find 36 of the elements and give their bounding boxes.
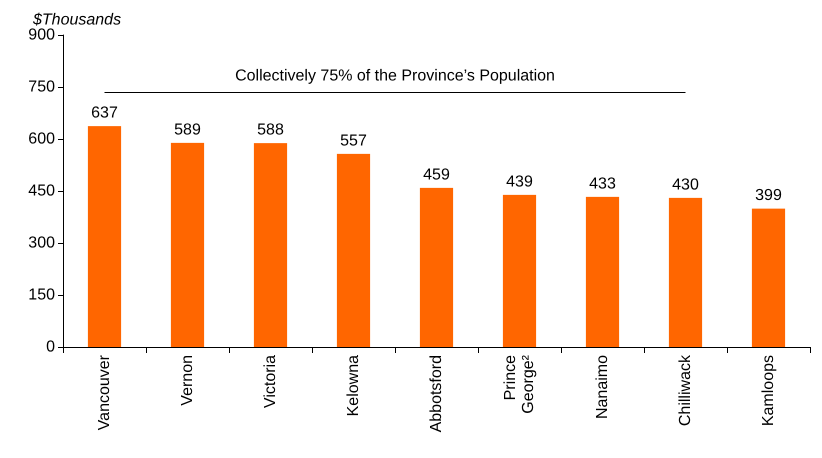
bar (254, 143, 288, 347)
y-axis-title: $Thousands (32, 12, 122, 28)
x-tick-label: Prince George² (502, 354, 537, 414)
x-tick-label: Chilliwack (677, 354, 694, 426)
bar (336, 154, 370, 347)
y-tick-label: 600 (28, 130, 56, 148)
bar (88, 126, 122, 347)
data-label: 433 (589, 175, 616, 192)
x-tick-label: Vernon (179, 355, 196, 406)
bar (502, 194, 536, 347)
x-tick-label: Nanaimo (594, 354, 611, 420)
data-label: 637 (91, 104, 118, 122)
bar (170, 142, 204, 347)
bar (668, 198, 702, 347)
x-tick-label: Kelowna (345, 354, 362, 416)
y-tick-label: 0 (46, 338, 56, 356)
x-tick-label: Abbotsford (428, 355, 445, 432)
bar (586, 196, 620, 347)
x-tick-label: Victoria (262, 354, 279, 408)
y-tick-label: 750 (28, 78, 56, 96)
data-label: 430 (672, 176, 699, 194)
bar (420, 188, 454, 347)
x-tick-label: Kamloops (760, 355, 777, 426)
y-tick-label: 900 (28, 26, 56, 44)
data-label: 399 (755, 187, 782, 204)
x-tick-label: Vancouver (96, 354, 113, 430)
data-label: 588 (257, 122, 284, 139)
data-label: 557 (340, 132, 367, 150)
y-tick-label: 300 (28, 234, 56, 252)
bar (752, 208, 786, 347)
ref-line-label: Collectively 75% of the Province’s Population (235, 68, 555, 85)
data-label: 589 (174, 121, 201, 138)
data-label: 459 (423, 166, 450, 184)
y-tick-label: 150 (28, 286, 56, 304)
y-tick-label: 450 (28, 182, 56, 200)
data-label: 439 (506, 173, 533, 190)
